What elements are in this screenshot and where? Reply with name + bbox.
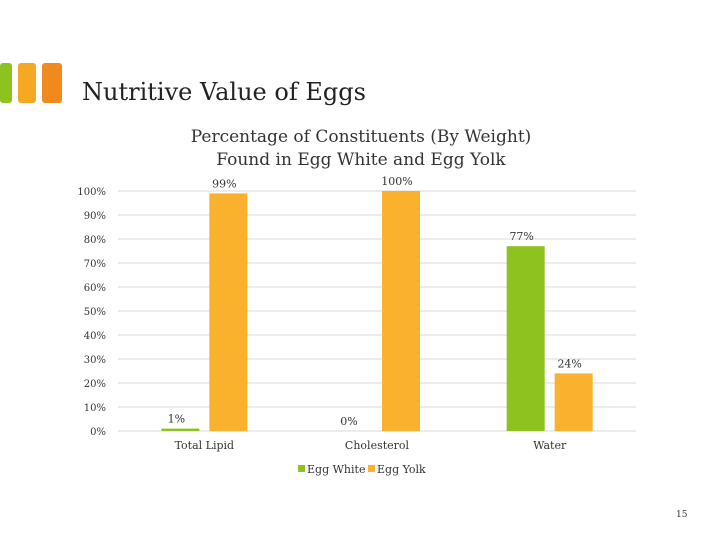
accent-bar-orange <box>42 63 62 103</box>
y-tick-label: 30% <box>84 355 106 366</box>
bar <box>554 373 593 431</box>
y-tick-label: 0% <box>90 427 106 438</box>
data-label: 77% <box>509 230 533 243</box>
y-tick-label: 90% <box>84 211 106 222</box>
data-label: 1% <box>168 413 185 426</box>
legend-swatch <box>298 465 305 472</box>
y-tick-label: 50% <box>84 307 106 318</box>
legend-swatch <box>368 465 375 472</box>
data-label: 100% <box>381 175 412 188</box>
legend-label: Egg White <box>307 463 365 476</box>
chart-title-line-2: Found in Egg White and Egg Yolk <box>216 150 506 170</box>
y-tick-label: 20% <box>84 379 106 390</box>
slide-number: 15 <box>676 510 688 520</box>
x-tick-label: Total Lipid <box>175 439 235 452</box>
x-tick-label: Water <box>533 439 567 452</box>
data-label: 24% <box>557 357 581 370</box>
y-tick-label: 70% <box>84 259 106 270</box>
data-label: 99% <box>212 177 236 190</box>
slide-title: Nutritive Value of Eggs <box>82 78 366 106</box>
legend-label: Egg Yolk <box>377 463 426 476</box>
bar <box>506 246 545 431</box>
data-label: 0% <box>340 415 357 428</box>
y-tick-label: 10% <box>84 403 106 414</box>
y-tick-label: 40% <box>84 331 106 342</box>
bar <box>382 191 420 431</box>
accent-bar-green <box>0 63 12 103</box>
bar <box>209 193 248 431</box>
y-tick-label: 80% <box>84 235 106 246</box>
chart-title-line-1: Percentage of Constituents (By Weight) <box>190 127 532 147</box>
accent-bar-yellow <box>18 63 36 103</box>
x-tick-label: Cholesterol <box>345 439 410 452</box>
y-tick-label: 60% <box>84 283 106 294</box>
bar <box>161 428 200 431</box>
y-tick-label: 100% <box>77 187 106 198</box>
chart-title: Percentage of Constituents (By Weight) F… <box>180 126 542 172</box>
